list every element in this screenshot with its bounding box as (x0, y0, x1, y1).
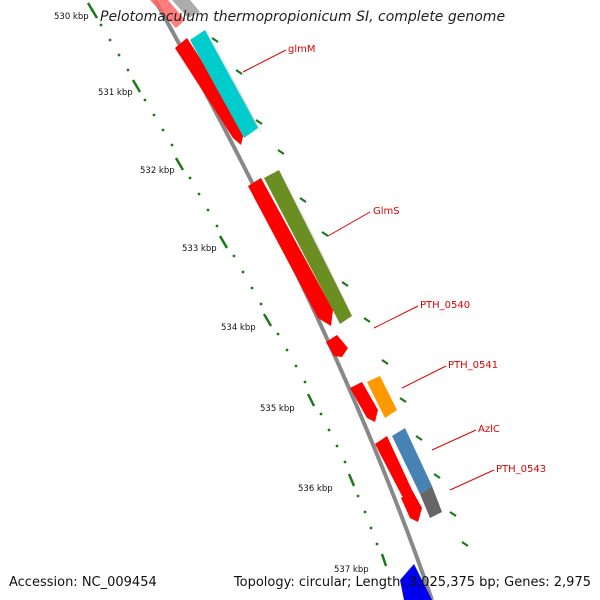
label-glmM: glmM (288, 44, 316, 55)
label-PTH_0541: PTH_0541 (448, 360, 498, 371)
cds-arrow-PTH_0543[interactable] (401, 490, 422, 522)
tick-label-537: 537 kbp (334, 565, 369, 575)
cds-arrow-AzlC[interactable] (375, 436, 412, 498)
tick-label-530: 530 kbp (54, 12, 89, 22)
cds-arrow-PTH_0540[interactable] (326, 335, 348, 357)
tick-label-534: 534 kbp (221, 323, 256, 333)
tick-mark (262, 313, 273, 327)
label-GlmS: GlmS (373, 206, 400, 217)
genome-backbone (153, 0, 434, 600)
tick-mark (218, 235, 229, 249)
scale-major-ticks (86, 2, 388, 567)
gene-PTH_0543[interactable] (420, 486, 442, 518)
accession-text: Accession: NC_009454 (9, 575, 157, 590)
bottom-feature-arrow[interactable] (400, 564, 432, 600)
tick-mark (306, 393, 316, 407)
cds-arrow-PTH_0541[interactable] (350, 382, 378, 422)
label-PTH_0540: PTH_0540 (420, 300, 470, 311)
tick-mark (86, 2, 99, 19)
genome-title: Pelotomaculum thermopropionicum SI, comp… (100, 9, 506, 25)
cds-arrow-faded[interactable] (150, 0, 185, 28)
tick-mark (380, 553, 388, 567)
gene-GlmS[interactable] (264, 170, 352, 324)
tick-mark (131, 79, 142, 93)
tick-label-532: 532 kbp (140, 166, 175, 176)
tick-label-535: 535 kbp (260, 404, 295, 414)
tick-mark (174, 157, 185, 171)
genome-summary-text: Topology: circular; Length: 3,025,375 bp… (233, 575, 591, 590)
tick-label-536: 536 kbp (298, 484, 333, 494)
tick-label-533: 533 kbp (182, 244, 217, 254)
outer-track-ticks (211, 37, 469, 547)
gene-PTH_0541[interactable] (367, 376, 397, 418)
gene-faded[interactable] (172, 0, 200, 18)
tick-mark (347, 473, 356, 487)
cds-arrow-GlmS[interactable] (248, 178, 333, 326)
gene-glmM[interactable] (190, 30, 258, 138)
label-leader-lines (242, 49, 495, 491)
scale-dotted-line (90, 8, 379, 546)
gene-AzlC[interactable] (392, 428, 432, 494)
cds-arrow-glmM[interactable] (175, 38, 245, 145)
tick-label-531: 531 kbp (98, 88, 133, 98)
label-PTH_0543: PTH_0543 (496, 464, 546, 475)
label-AzlC: AzlC (478, 424, 500, 435)
